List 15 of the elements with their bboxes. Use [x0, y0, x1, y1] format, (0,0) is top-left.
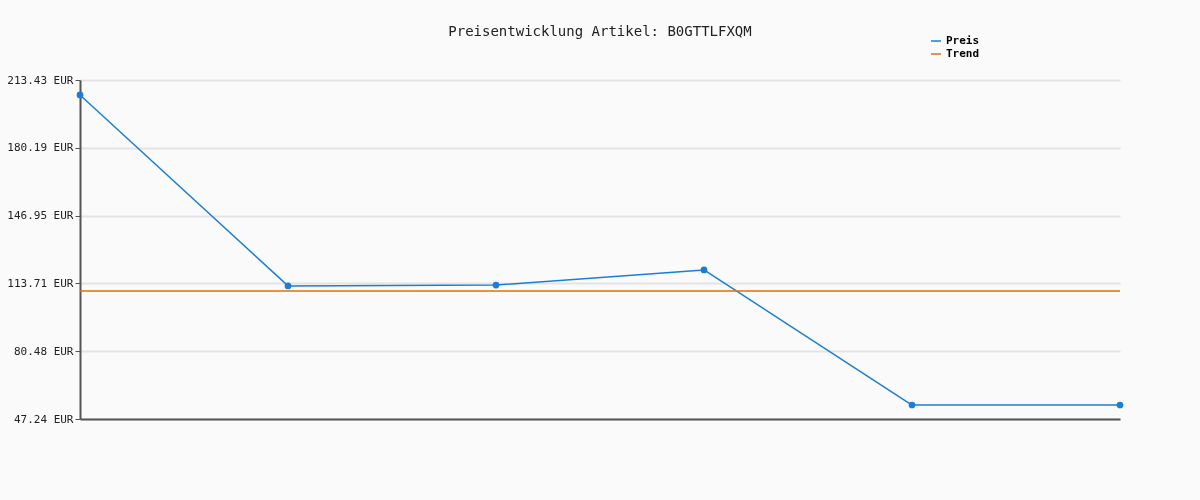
point — [700, 266, 708, 274]
point — [76, 91, 84, 99]
y-tick-label: 180.19 EUR — [7, 141, 74, 155]
point — [284, 282, 292, 290]
point — [908, 401, 916, 409]
y-tick-label: 47.24 EUR — [13, 412, 74, 426]
point — [492, 281, 500, 289]
legend-label: Trend — [946, 47, 980, 60]
chart-title: Preisentwicklung Artikel: B0GTTLFXQM — [448, 23, 752, 39]
y-tick-label: 213.43 EUR — [7, 73, 74, 87]
point — [1116, 401, 1124, 409]
y-tick-label: 146.95 EUR — [7, 209, 74, 223]
y-tick-label: 80.48 EUR — [13, 344, 74, 358]
legend-label: Preis — [946, 34, 980, 47]
y-tick-label: 113.71 EUR — [7, 276, 74, 290]
